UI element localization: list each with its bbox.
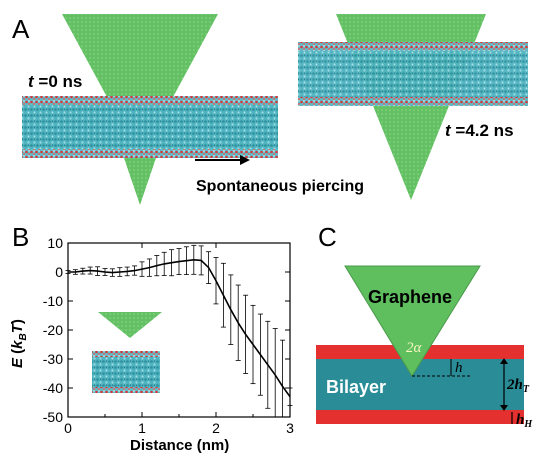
panel-a: A t =0 ns Spontaneous piercing t =4.2 ns (12, 14, 528, 205)
x-tick-label: 0 (64, 420, 72, 436)
bilayer-bottom-heads-left (22, 149, 278, 158)
inset-illustration (92, 312, 162, 393)
inset-bilayer-top (92, 351, 160, 357)
y-tick-label: 0 (55, 264, 63, 280)
h-label: h (455, 360, 463, 376)
y-tick-label: -30 (43, 351, 63, 367)
graphene-label: Graphene (368, 287, 452, 307)
inset-bilayer-bottom (92, 387, 160, 393)
graphene-sheet-left (62, 14, 218, 158)
panel-c-letter: C (318, 222, 337, 252)
graphene-tip-left (124, 158, 156, 205)
bilayer-core-right (298, 42, 528, 106)
hH-label: hH (516, 412, 533, 430)
x-tick-label: 3 (286, 420, 294, 436)
bilayer-core-left (22, 96, 278, 158)
panel-b-letter: B (12, 222, 29, 252)
graphene-sheet-right (336, 14, 486, 200)
x-tick-label: 2 (212, 420, 220, 436)
inset-bilayer-icon (92, 351, 160, 393)
panel-a-letter: A (12, 14, 30, 44)
inset-graphene-icon (98, 312, 162, 338)
x-tick-label: 1 (138, 420, 146, 436)
time-label-t0: t =0 ns (28, 72, 82, 91)
bilayer-bottom-heads-right (298, 97, 528, 106)
y-axis-title: E (kBT) (9, 319, 29, 368)
graphene-upper-part (62, 14, 218, 158)
energy-chart: 0 1 2 3 10 0 -10 -20 -30 -40 -50 (43, 235, 294, 436)
lipid-bilayer-right (298, 42, 528, 106)
panel-c: C Graphene 2α h Bilayer 2hT hH (316, 222, 533, 430)
angle-label: 2α (406, 340, 423, 356)
time-label-t1: t =4.2 ns (445, 121, 514, 140)
hT-label: 2hT (506, 377, 530, 395)
bottom-head-layer (316, 410, 524, 424)
y-tick-label: -10 (43, 293, 63, 309)
graphene-cone (344, 265, 481, 377)
bilayer-top-heads-left (22, 96, 278, 105)
panel-b: B 0 1 2 3 10 0 -10 -20 -30 -40 -50 E (kBT) Distanc… (9, 222, 294, 454)
spontaneous-piercing-caption: Spontaneous piercing (196, 178, 364, 195)
bilayer-label: Bilayer (326, 377, 386, 397)
x-axis-title: Distance (nm) (130, 437, 229, 454)
piercing-arrow (195, 155, 250, 165)
energy-curve (68, 258, 291, 398)
bilayer-core (316, 359, 524, 410)
lipid-bilayer-left (22, 96, 278, 158)
y-tick-label: 10 (47, 235, 63, 251)
y-tick-label: -40 (43, 380, 63, 396)
y-tick-label: -20 (43, 322, 63, 338)
bilayer-top-heads-right (298, 42, 528, 51)
y-tick-label: -50 (43, 409, 63, 425)
thickness-arrow (500, 358, 508, 411)
